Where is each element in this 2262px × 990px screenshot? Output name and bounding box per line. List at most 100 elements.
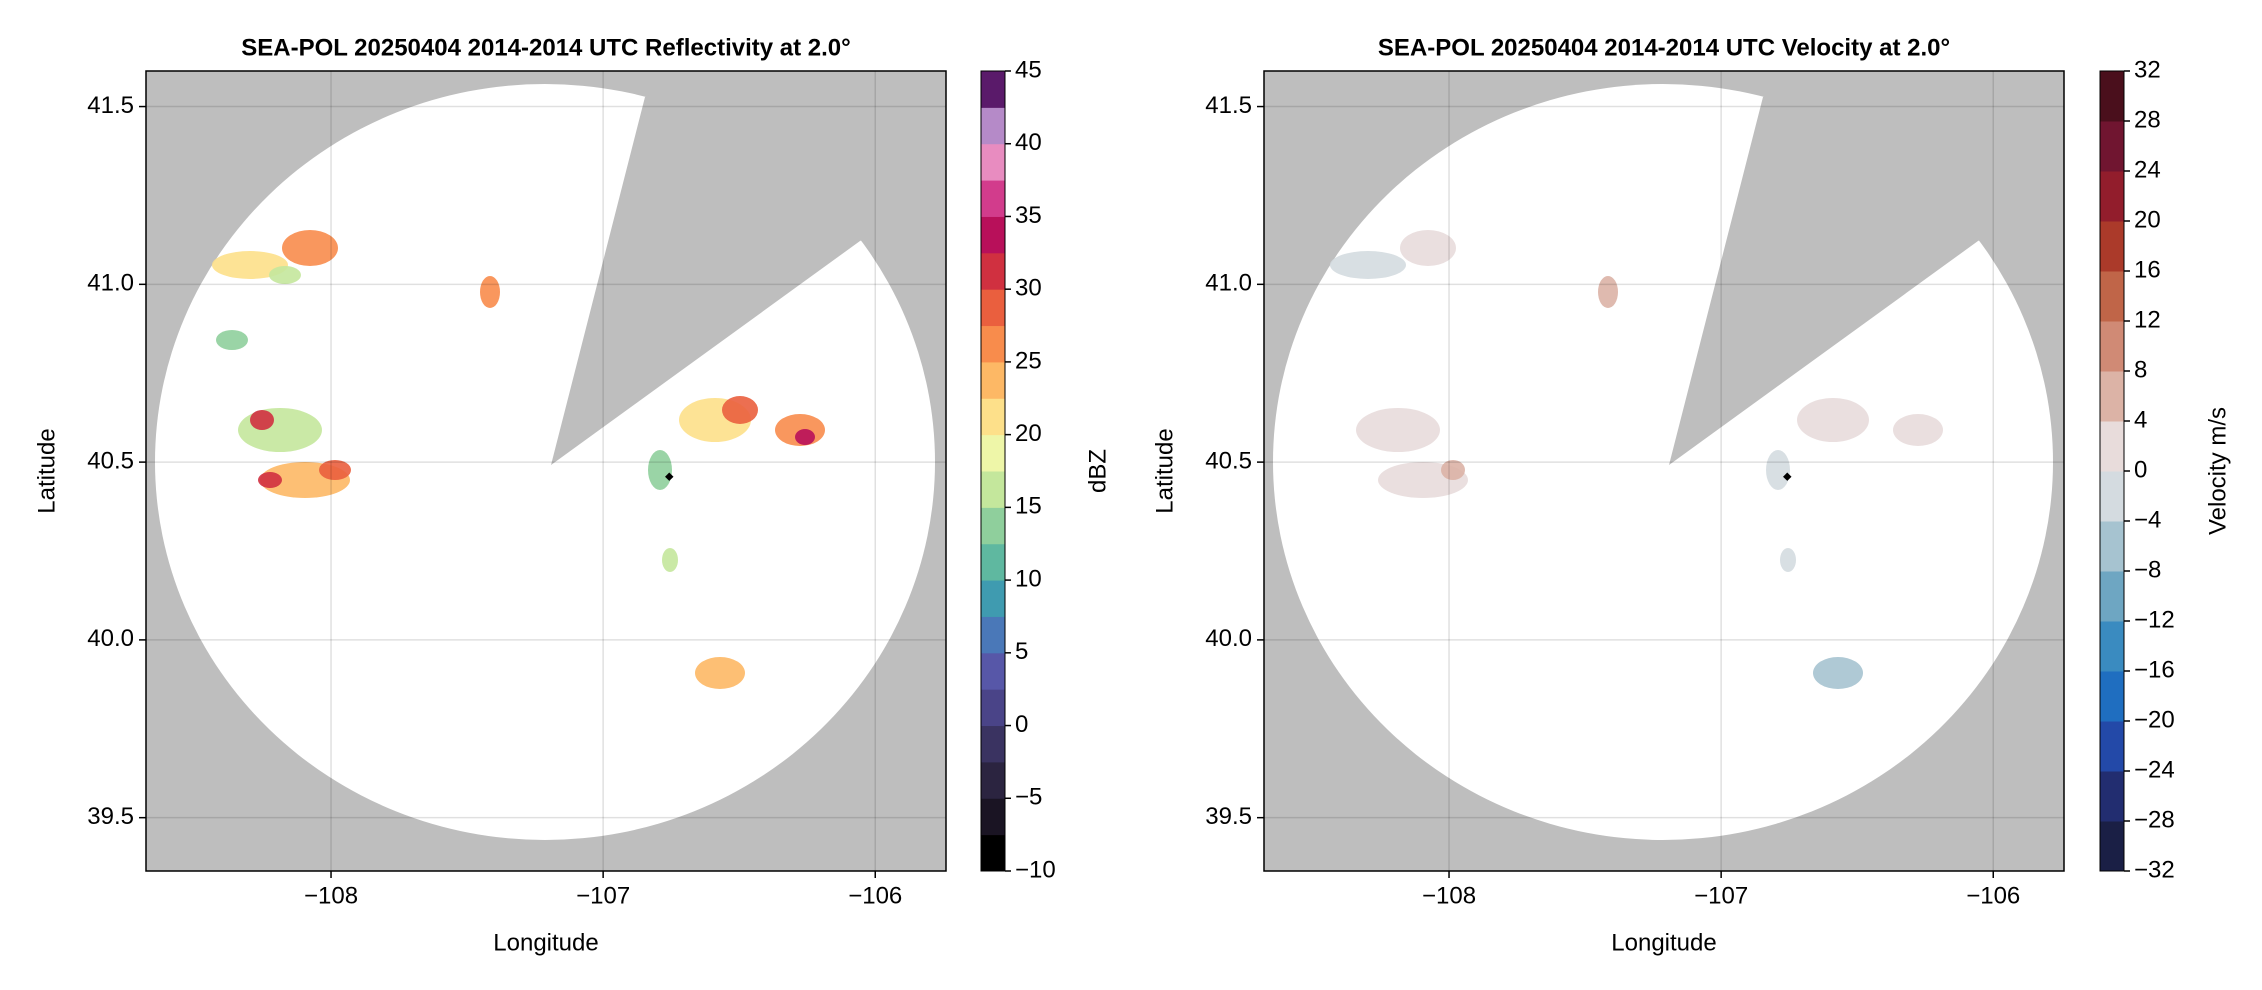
colorbar-tick-label: −8 xyxy=(2134,556,2161,583)
colorbar-tick-label: −12 xyxy=(2134,606,2175,633)
colorbar-segment xyxy=(981,289,1005,327)
echo xyxy=(1356,408,1440,452)
chart-title: SEA-POL 20250404 2014-2014 UTC Reflectiv… xyxy=(241,34,850,61)
colorbar-segment xyxy=(2100,221,2124,272)
colorbar-tick-label: 25 xyxy=(1015,347,1042,374)
colorbar-segment xyxy=(981,761,1005,799)
colorbar-tick-label: 8 xyxy=(2134,356,2147,383)
colorbar-segment xyxy=(981,361,1005,399)
colorbar-segment xyxy=(2100,771,2124,822)
x-tick-label: −108 xyxy=(304,882,358,909)
echo xyxy=(1598,276,1618,308)
colorbar-label: dBZ xyxy=(1084,449,1111,493)
colorbar-segment xyxy=(981,834,1005,872)
echo xyxy=(648,450,672,490)
colorbar-tick-label: 12 xyxy=(2134,306,2161,333)
x-tick-label: −106 xyxy=(1966,882,2020,909)
colorbar-label: Velocity m/s xyxy=(2204,407,2231,535)
colorbar-segment xyxy=(2100,421,2124,472)
y-tick-label: 40.0 xyxy=(1205,625,1252,652)
colorbar-segment xyxy=(2100,521,2124,572)
echo xyxy=(216,330,248,350)
blocked-sector xyxy=(551,71,946,465)
colorbar-tick-label: −10 xyxy=(1015,856,1056,883)
colorbar-tick-label: 4 xyxy=(2134,406,2147,433)
colorbar-segment xyxy=(2100,721,2124,772)
colorbar-segment xyxy=(981,143,1005,181)
echo xyxy=(1893,414,1943,446)
echo xyxy=(1797,398,1869,442)
colorbar-segment xyxy=(2100,371,2124,422)
colorbar-tick-label: 5 xyxy=(1015,638,1028,665)
panel: −108 −107 −106 39.5 40.0 40.5 41.0 41.5 SEA-POL … xyxy=(1151,34,2231,956)
echo xyxy=(238,408,322,452)
x-tick-label: −107 xyxy=(576,882,630,909)
colorbar-tick-label: 0 xyxy=(2134,456,2147,483)
colorbar-tick-label: 15 xyxy=(1015,493,1042,520)
echo xyxy=(1330,251,1406,279)
plot-frame xyxy=(1263,70,2065,872)
colorbar-segment xyxy=(2100,571,2124,622)
echo xyxy=(722,396,758,424)
y-axis-label: Latitude xyxy=(1151,428,1178,513)
colorbar-tick-label: 20 xyxy=(2134,206,2161,233)
colorbar-tick-label: −4 xyxy=(2134,506,2161,533)
colorbar-segment xyxy=(2100,621,2124,672)
colorbar-tick-label: −28 xyxy=(2134,806,2175,833)
colorbar-segment xyxy=(2100,71,2124,122)
y-tick-label: 40.0 xyxy=(87,625,134,652)
y-axis-label: Latitude xyxy=(33,428,60,513)
colorbar-tick-label: 40 xyxy=(1015,129,1042,156)
colorbar-tick-label: 0 xyxy=(1015,711,1028,738)
colorbar-segment xyxy=(2100,321,2124,372)
colorbar-tick-label: 35 xyxy=(1015,202,1042,229)
echo xyxy=(1766,450,1790,490)
colorbar-tick-label: −32 xyxy=(2134,856,2175,883)
colorbar-segment xyxy=(2100,471,2124,522)
colorbar-segment xyxy=(2100,821,2124,872)
y-tick-label: 39.5 xyxy=(1205,803,1252,830)
x-axis-label: Longitude xyxy=(1611,929,1716,956)
colorbar-segment xyxy=(981,252,1005,290)
colorbar-segment xyxy=(981,216,1005,254)
echo xyxy=(795,429,815,445)
x-tick-label: −108 xyxy=(1422,882,1476,909)
echo xyxy=(269,266,301,284)
radar-site xyxy=(665,472,674,481)
colorbar-frame xyxy=(980,70,1006,872)
colorbar-segment xyxy=(981,543,1005,581)
colorbar-segment xyxy=(2100,121,2124,172)
y-tick-label: 40.5 xyxy=(1205,447,1252,474)
colorbar-segment xyxy=(981,689,1005,727)
blocked-sector xyxy=(1669,71,2064,465)
y-tick-label: 41.0 xyxy=(1205,270,1252,297)
echo xyxy=(1441,460,1465,480)
colorbar-segment xyxy=(2100,171,2124,222)
y-tick-label: 41.5 xyxy=(1205,92,1252,119)
echo xyxy=(250,410,274,430)
colorbar-segment xyxy=(981,507,1005,545)
y-tick-label: 40.5 xyxy=(87,447,134,474)
colorbar-segment xyxy=(981,580,1005,617)
echo xyxy=(319,460,351,480)
echo xyxy=(258,472,282,488)
echo xyxy=(1813,657,1863,689)
colorbar-tick-label: −16 xyxy=(2134,656,2175,683)
echo xyxy=(695,657,745,689)
echo xyxy=(1400,230,1456,266)
colorbar-tick-label: 32 xyxy=(2134,56,2161,83)
colorbar-tick-label: −24 xyxy=(2134,756,2175,783)
radar-site xyxy=(1783,472,1792,481)
colorbar-segment xyxy=(981,434,1005,472)
colorbar-segment xyxy=(981,398,1005,436)
colorbar-tick-label: 45 xyxy=(1015,56,1042,83)
echo xyxy=(1780,548,1796,572)
x-tick-label: −106 xyxy=(848,882,902,909)
colorbar-segment xyxy=(981,471,1005,508)
y-tick-label: 41.5 xyxy=(87,92,134,119)
y-tick-label: 41.0 xyxy=(87,270,134,297)
colorbar-segment xyxy=(981,180,1005,217)
colorbar-tick-label: 16 xyxy=(2134,256,2161,283)
colorbar-segment xyxy=(2100,671,2124,722)
